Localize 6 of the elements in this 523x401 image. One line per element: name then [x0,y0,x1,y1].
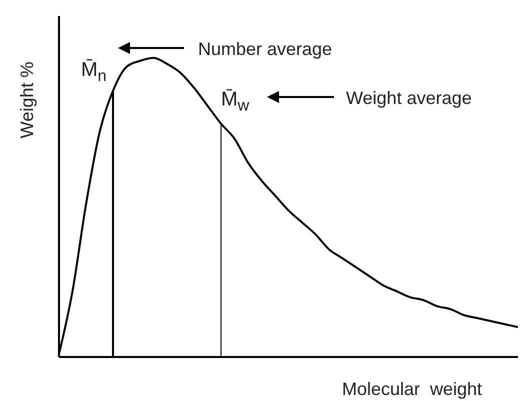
annotation: M̄$_{w}$ [221,88,250,114]
y-axis-title: Weight % [17,62,37,138]
annotation: Weight average [346,88,472,108]
x-axis-title: Molecular weight [342,379,482,399]
annotation: Number average [198,39,332,59]
annotation: M̄$_{n}$ [81,58,107,85]
